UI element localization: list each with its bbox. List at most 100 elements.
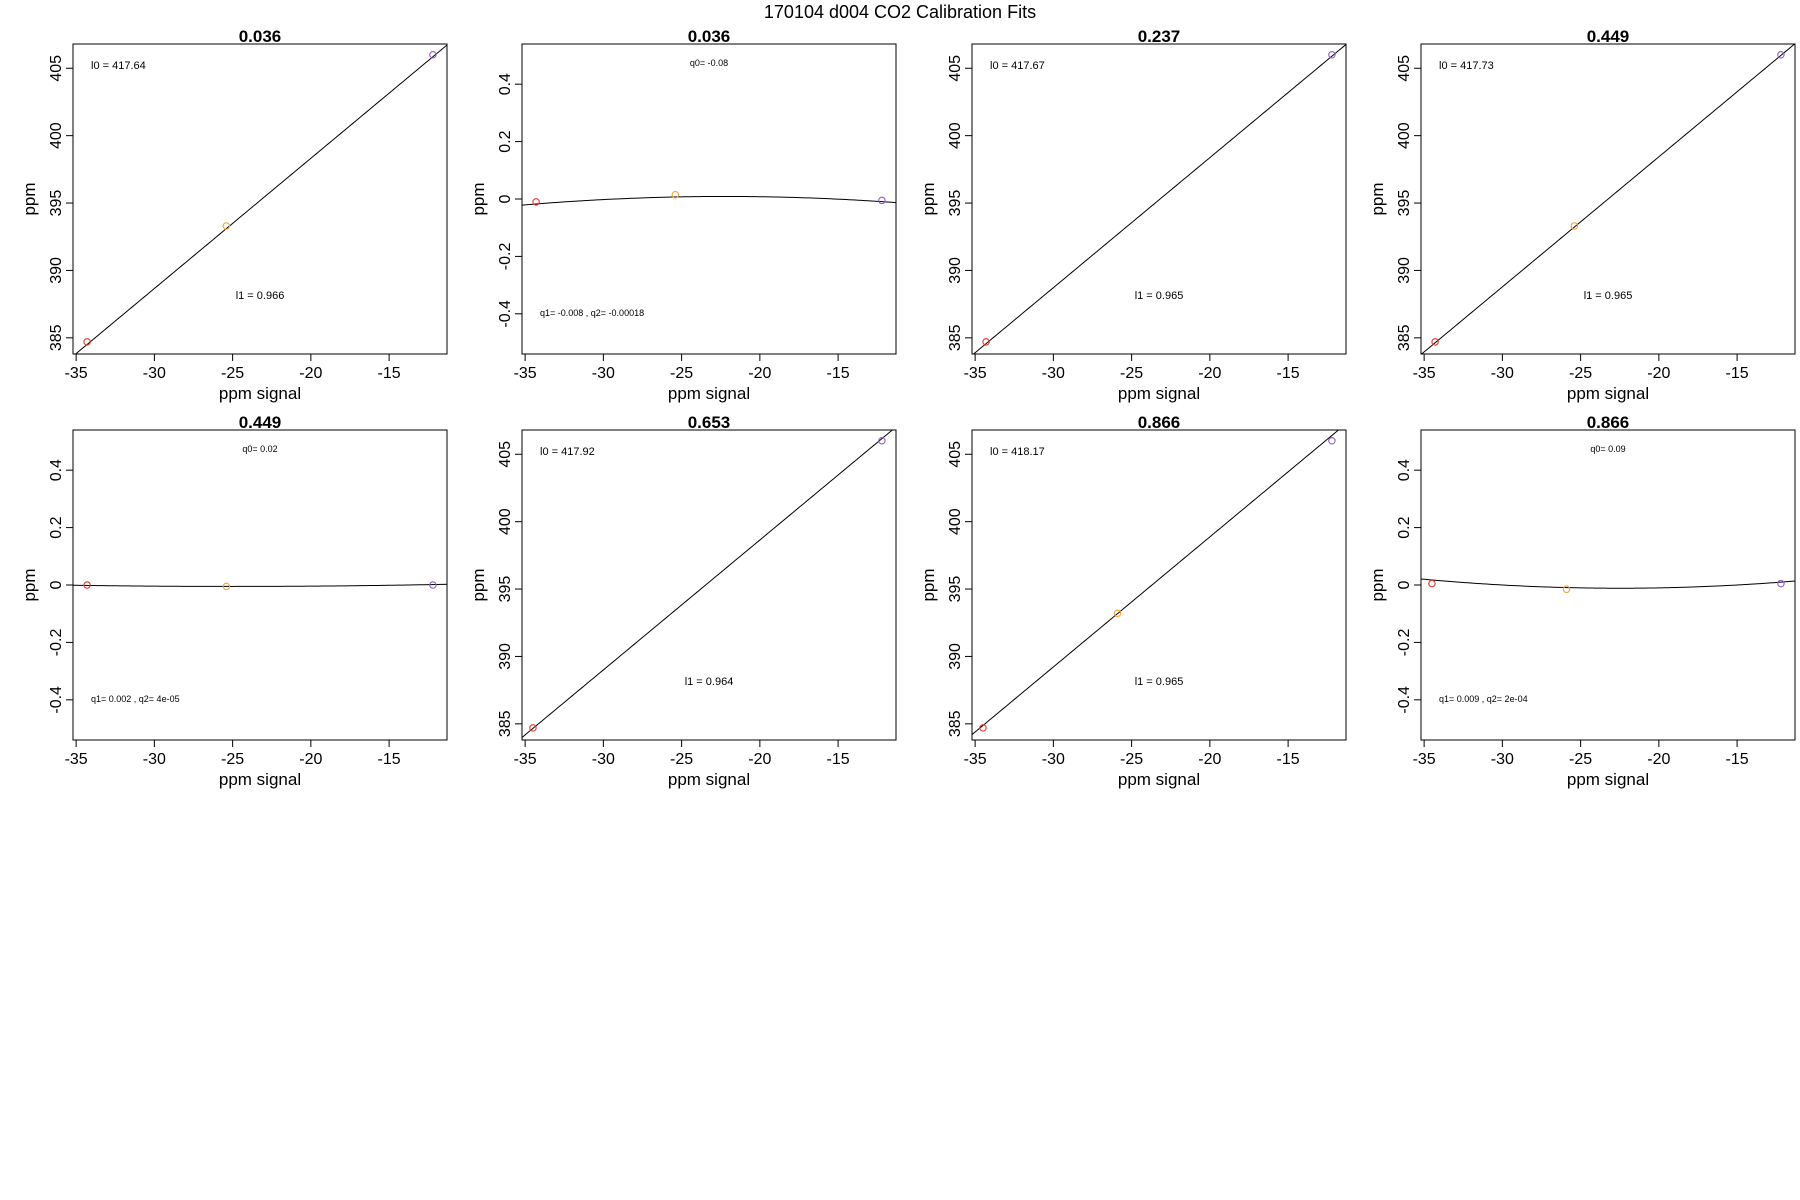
panel-6: 0.653 -35 -30 -25 -20 -15 385 390 395 400 405 ppm s… bbox=[469, 413, 897, 789]
panel-title: 0.237 bbox=[1138, 27, 1181, 46]
panel-title: 0.866 bbox=[1138, 413, 1181, 432]
fit-annotation: q0= -0.08 bbox=[690, 58, 728, 68]
data-point bbox=[1113, 609, 1122, 618]
x-axis-label: ppm signal bbox=[219, 770, 301, 789]
panel-title: 0.449 bbox=[1587, 27, 1630, 46]
x-axis-label: ppm signal bbox=[1567, 384, 1649, 403]
y-axis-label: ppm bbox=[469, 182, 488, 215]
panel-2: 0.036 -35 -30 -25 -20 -15 -0.4 -0.2 0 0.2 0.4 ppm s… bbox=[469, 27, 897, 403]
data-point bbox=[222, 222, 231, 230]
x-tick-label: -30 bbox=[1042, 751, 1065, 768]
data-point bbox=[83, 338, 91, 346]
fit-annotation: q0= 0.09 bbox=[1590, 444, 1625, 454]
data-point bbox=[1777, 51, 1785, 59]
y-tick-label: 395 bbox=[48, 190, 65, 217]
x-tick-label: -25 bbox=[670, 365, 693, 382]
x-tick-label: -15 bbox=[378, 365, 401, 382]
y-tick-label: 390 bbox=[947, 257, 964, 284]
x-tick-label: -20 bbox=[1198, 751, 1221, 768]
x-axis-label: ppm signal bbox=[668, 770, 750, 789]
fit-annotation: l1 = 0.965 bbox=[1584, 290, 1633, 302]
y-axis-label: ppm bbox=[1368, 568, 1387, 601]
y-axis-label: ppm bbox=[20, 182, 39, 215]
y-tick-label: 400 bbox=[48, 122, 65, 149]
y-tick-label: 390 bbox=[497, 643, 514, 670]
y-tick-label: 0.2 bbox=[497, 130, 514, 152]
fit-annotation: l0 = 418.17 bbox=[990, 446, 1045, 458]
panel-1: 0.036 -35 -30 -25 -20 -15 385 390 395 400 405 ppm s… bbox=[20, 27, 448, 403]
x-tick-label: -35 bbox=[964, 751, 987, 768]
y-tick-label: 400 bbox=[947, 122, 964, 149]
y-axis-label: ppm bbox=[919, 182, 938, 215]
y-tick-label: 0.4 bbox=[497, 73, 514, 95]
fit-annotation: l0 = 417.92 bbox=[540, 446, 595, 458]
fit-annotation: l1 = 0.965 bbox=[1135, 290, 1184, 302]
x-tick-label: -30 bbox=[1491, 751, 1514, 768]
data-point bbox=[1428, 579, 1436, 588]
y-tick-label: 395 bbox=[1396, 190, 1413, 217]
figure-title: 170104 d004 CO2 Calibration Fits bbox=[764, 2, 1036, 22]
y-tick-label: 395 bbox=[947, 576, 964, 603]
y-tick-label: 385 bbox=[947, 710, 964, 737]
x-axis-label: ppm signal bbox=[668, 384, 750, 403]
x-tick-label: -15 bbox=[1277, 365, 1300, 382]
y-tick-label: 405 bbox=[947, 55, 964, 82]
x-tick-label: -15 bbox=[827, 751, 850, 768]
y-tick-label: 0.2 bbox=[48, 516, 65, 538]
x-tick-label: -15 bbox=[827, 365, 850, 382]
y-tick-label: 385 bbox=[947, 324, 964, 351]
panel-3: 0.237 -35 -30 -25 -20 -15 385 390 395 400 405 ppm s… bbox=[919, 27, 1347, 403]
y-tick-label: -0.2 bbox=[1396, 629, 1413, 657]
data-point bbox=[1562, 585, 1571, 594]
y-tick-label: 0.2 bbox=[1396, 516, 1413, 538]
fit-annotation: l1 = 0.966 bbox=[236, 290, 285, 302]
x-tick-label: -25 bbox=[1120, 365, 1143, 382]
y-tick-label: 405 bbox=[1396, 55, 1413, 82]
x-tick-label: -25 bbox=[670, 751, 693, 768]
panels-container: 0.036 -35 -30 -25 -20 -15 385 390 395 400 405 ppm s… bbox=[20, 27, 1796, 789]
panel-title: 0.036 bbox=[239, 27, 282, 46]
fit-line bbox=[972, 44, 1346, 354]
x-tick-label: -30 bbox=[143, 365, 166, 382]
x-tick-label: -35 bbox=[1413, 365, 1436, 382]
x-tick-label: -35 bbox=[964, 365, 987, 382]
data-point bbox=[1431, 338, 1439, 346]
data-point bbox=[429, 581, 437, 589]
fit-annotation: q1= 0.009 , q2= 2e-04 bbox=[1439, 694, 1528, 704]
fit-annotation: l1 = 0.964 bbox=[685, 676, 734, 688]
y-tick-label: 400 bbox=[947, 508, 964, 535]
x-tick-label: -35 bbox=[65, 751, 88, 768]
data-point bbox=[532, 198, 540, 206]
y-axis-label: ppm bbox=[919, 568, 938, 601]
x-tick-label: -25 bbox=[221, 751, 244, 768]
fit-curve bbox=[522, 195, 896, 206]
x-tick-label: -15 bbox=[1726, 751, 1749, 768]
data-point bbox=[429, 51, 437, 59]
fit-annotation: q1= -0.008 , q2= -0.00018 bbox=[540, 308, 644, 318]
x-tick-label: -15 bbox=[378, 751, 401, 768]
plot-frame bbox=[1420, 43, 1796, 355]
panel-title: 0.866 bbox=[1587, 413, 1630, 432]
data-point bbox=[878, 196, 886, 205]
y-axis-label: ppm bbox=[20, 568, 39, 601]
x-tick-label: -15 bbox=[1726, 365, 1749, 382]
data-point bbox=[1570, 222, 1579, 230]
data-point bbox=[671, 190, 680, 199]
x-axis-label: ppm signal bbox=[1118, 770, 1200, 789]
x-tick-label: -20 bbox=[1647, 365, 1670, 382]
x-tick-label: -20 bbox=[748, 751, 771, 768]
x-axis-label: ppm signal bbox=[1118, 384, 1200, 403]
y-tick-label: 395 bbox=[497, 576, 514, 603]
x-tick-label: -30 bbox=[1491, 365, 1514, 382]
data-point bbox=[979, 724, 987, 732]
x-tick-label: -35 bbox=[514, 365, 537, 382]
y-tick-label: 390 bbox=[48, 257, 65, 284]
y-tick-label: -0.4 bbox=[497, 300, 514, 328]
panel-title: 0.653 bbox=[688, 413, 731, 432]
panel-title: 0.036 bbox=[688, 27, 731, 46]
x-tick-label: -20 bbox=[748, 365, 771, 382]
panel-8: 0.866 -35 -30 -25 -20 -15 -0.4 -0.2 0 0.2 0.4 ppm s… bbox=[1368, 413, 1796, 789]
fit-annotation: l0 = 417.73 bbox=[1439, 60, 1494, 72]
